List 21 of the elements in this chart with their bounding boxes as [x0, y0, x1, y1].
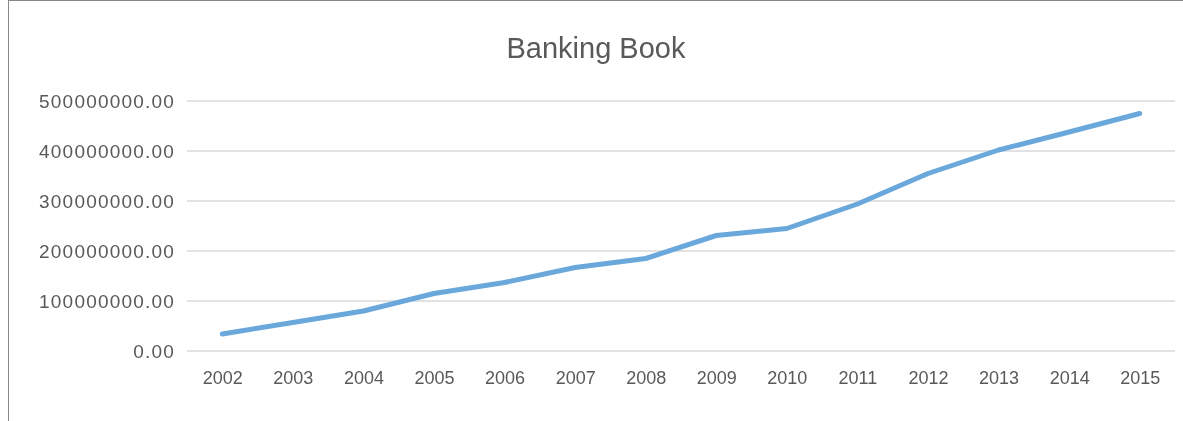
x-tick-label: 2012: [908, 367, 949, 388]
x-tick-label: 2005: [414, 367, 455, 388]
x-tick-label: 2014: [1049, 367, 1090, 388]
chart-title: Banking Book: [506, 32, 686, 64]
x-tick-label: 2008: [626, 367, 667, 388]
x-tick-label: 2011: [838, 367, 878, 388]
y-tick-label: 200000000.00: [39, 240, 175, 262]
x-tick-label: 2013: [979, 367, 1020, 388]
x-tick-label: 2006: [485, 367, 526, 388]
x-tick-label: 2015: [1120, 367, 1161, 388]
y-tick-label: 300000000.00: [39, 190, 175, 212]
y-tick-label: 100000000.00: [39, 290, 175, 312]
x-tick-label: 2004: [343, 367, 384, 388]
x-tick-label: 2009: [696, 367, 737, 388]
y-tick-label: 0.00: [133, 340, 175, 362]
x-tick-label: 2010: [767, 367, 808, 388]
x-tick-label: 2007: [555, 367, 596, 388]
y-tick-label: 400000000.00: [39, 140, 175, 162]
x-tick-label: 2002: [202, 367, 243, 388]
y-tick-label: 500000000.00: [39, 90, 175, 112]
x-tick-label: 2003: [273, 367, 314, 388]
